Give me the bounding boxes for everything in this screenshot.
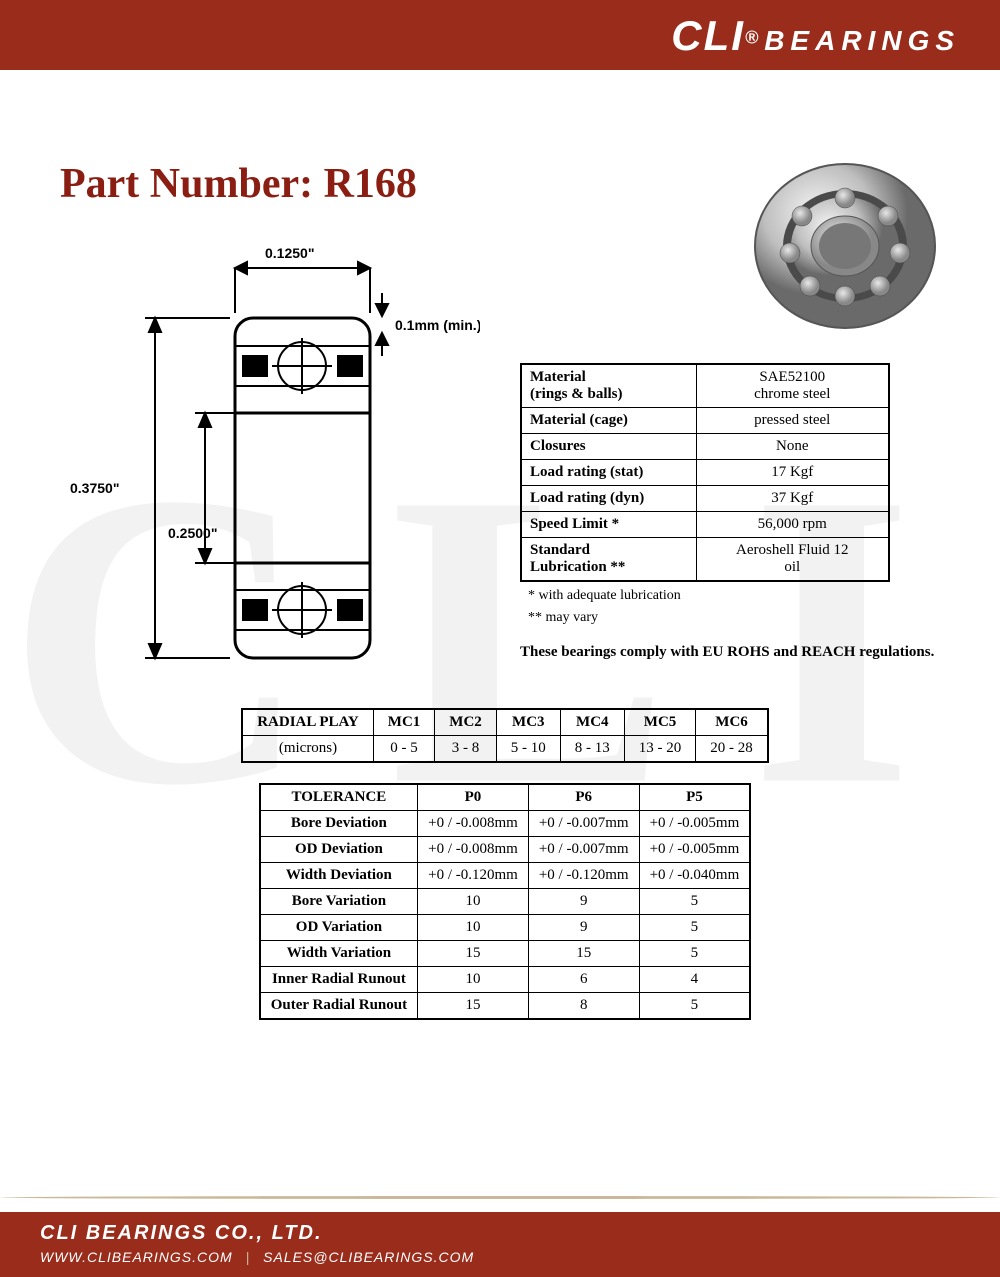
spec-key: Load rating (dyn) xyxy=(521,486,696,512)
radial-value: 20 - 28 xyxy=(696,736,768,763)
tol-value: +0 / -0.007mm xyxy=(528,837,639,863)
tolerance-table: TOLERANCEP0P6P5 Bore Deviation+0 / -0.00… xyxy=(259,783,752,1020)
header-accent-line xyxy=(0,72,1000,76)
footnote-2: ** may vary xyxy=(528,610,950,626)
radial-header: MC2 xyxy=(435,709,497,736)
tol-label: Inner Radial Runout xyxy=(260,967,418,993)
tol-value: 4 xyxy=(639,967,750,993)
radial-value: 5 - 10 xyxy=(496,736,560,763)
radial-header: MC5 xyxy=(624,709,696,736)
radial-header: MC1 xyxy=(373,709,435,736)
tol-value: 6 xyxy=(528,967,639,993)
radial-header: MC3 xyxy=(496,709,560,736)
tol-value: +0 / -0.008mm xyxy=(418,837,529,863)
spec-value: SAE52100 chrome steel xyxy=(696,364,889,408)
tol-value: 5 xyxy=(639,889,750,915)
tol-value: +0 / -0.005mm xyxy=(639,837,750,863)
tol-value: 10 xyxy=(418,915,529,941)
tol-value: +0 / -0.120mm xyxy=(528,863,639,889)
brand-sub: BEARINGS xyxy=(764,25,960,56)
spec-key: Speed Limit * xyxy=(521,512,696,538)
tol-value: 5 xyxy=(639,915,750,941)
spec-value: 17 Kgf xyxy=(696,460,889,486)
radial-header: MC4 xyxy=(560,709,624,736)
radial-value: 13 - 20 xyxy=(624,736,696,763)
tol-value: 9 xyxy=(528,915,639,941)
spec-table: Material (rings & balls)SAE52100 chrome … xyxy=(520,363,890,582)
footer-banner: CLI BEARINGS CO., LTD. WWW.CLIBEARINGS.C… xyxy=(0,1182,1000,1277)
dim-min: 0.1mm (min.) xyxy=(395,317,480,333)
tol-value: 10 xyxy=(418,967,529,993)
tol-value: +0 / -0.120mm xyxy=(418,863,529,889)
radial-play-table: RADIAL PLAYMC1MC2MC3MC4MC5MC6 (microns)0… xyxy=(241,708,769,763)
spec-value: None xyxy=(696,434,889,460)
dim-inner: 0.2500" xyxy=(168,525,217,541)
tol-value: +0 / -0.008mm xyxy=(418,811,529,837)
tol-value: 15 xyxy=(418,993,529,1020)
spec-value: 37 Kgf xyxy=(696,486,889,512)
radial-header: MC6 xyxy=(696,709,768,736)
spec-value: Aeroshell Fluid 12 oil xyxy=(696,538,889,582)
tol-label: Bore Deviation xyxy=(260,811,418,837)
tol-value: +0 / -0.005mm xyxy=(639,811,750,837)
footer-separator: | xyxy=(246,1249,251,1265)
tol-value: +0 / -0.007mm xyxy=(528,811,639,837)
product-photo xyxy=(740,158,950,333)
tol-value: +0 / -0.040mm xyxy=(639,863,750,889)
dim-outer: 0.3750" xyxy=(70,480,119,496)
technical-diagram: 0.1250" 0.1mm (min.) xyxy=(60,238,480,678)
tol-label: Outer Radial Runout xyxy=(260,993,418,1020)
tol-label: Width Variation xyxy=(260,941,418,967)
tol-value: 15 xyxy=(418,941,529,967)
tol-label: OD Deviation xyxy=(260,837,418,863)
spec-key: Material (rings & balls) xyxy=(521,364,696,408)
tol-value: 10 xyxy=(418,889,529,915)
tol-header: P0 xyxy=(418,784,529,811)
tol-value: 15 xyxy=(528,941,639,967)
tol-header: P5 xyxy=(639,784,750,811)
spec-key: Material (cage) xyxy=(521,408,696,434)
header-banner: CLI® BEARINGS xyxy=(0,0,1000,100)
radial-value: 0 - 5 xyxy=(373,736,435,763)
tol-label: Bore Variation xyxy=(260,889,418,915)
dim-width: 0.1250" xyxy=(265,245,314,261)
brand-block: CLI® BEARINGS xyxy=(671,12,960,60)
tol-value: 5 xyxy=(639,941,750,967)
radial-value: 8 - 13 xyxy=(560,736,624,763)
spec-key: Load rating (stat) xyxy=(521,460,696,486)
spec-key: Standard Lubrication ** xyxy=(521,538,696,582)
tol-header: TOLERANCE xyxy=(260,784,418,811)
footer-url: WWW.CLIBEARINGS.COM xyxy=(40,1249,233,1265)
spec-value: pressed steel xyxy=(696,408,889,434)
footer-accent-line xyxy=(0,1196,1000,1199)
tol-label: Width Deviation xyxy=(260,863,418,889)
spec-key: Closures xyxy=(521,434,696,460)
footer-company: CLI BEARINGS CO., LTD. xyxy=(40,1222,474,1245)
spec-value: 56,000 rpm xyxy=(696,512,889,538)
tol-label: OD Variation xyxy=(260,915,418,941)
footer-email: SALES@CLIBEARINGS.COM xyxy=(263,1249,474,1265)
footnote-1: * with adequate lubrication xyxy=(528,588,950,604)
brand-registered: ® xyxy=(745,28,758,48)
brand-name: CLI xyxy=(671,12,745,59)
tol-value: 5 xyxy=(639,993,750,1020)
radial-unit: (microns) xyxy=(242,736,373,763)
radial-value: 3 - 8 xyxy=(435,736,497,763)
tol-header: P6 xyxy=(528,784,639,811)
tol-value: 9 xyxy=(528,889,639,915)
tol-value: 8 xyxy=(528,993,639,1020)
compliance-text: These bearings comply with EU ROHS and R… xyxy=(520,644,950,661)
radial-header: RADIAL PLAY xyxy=(242,709,373,736)
